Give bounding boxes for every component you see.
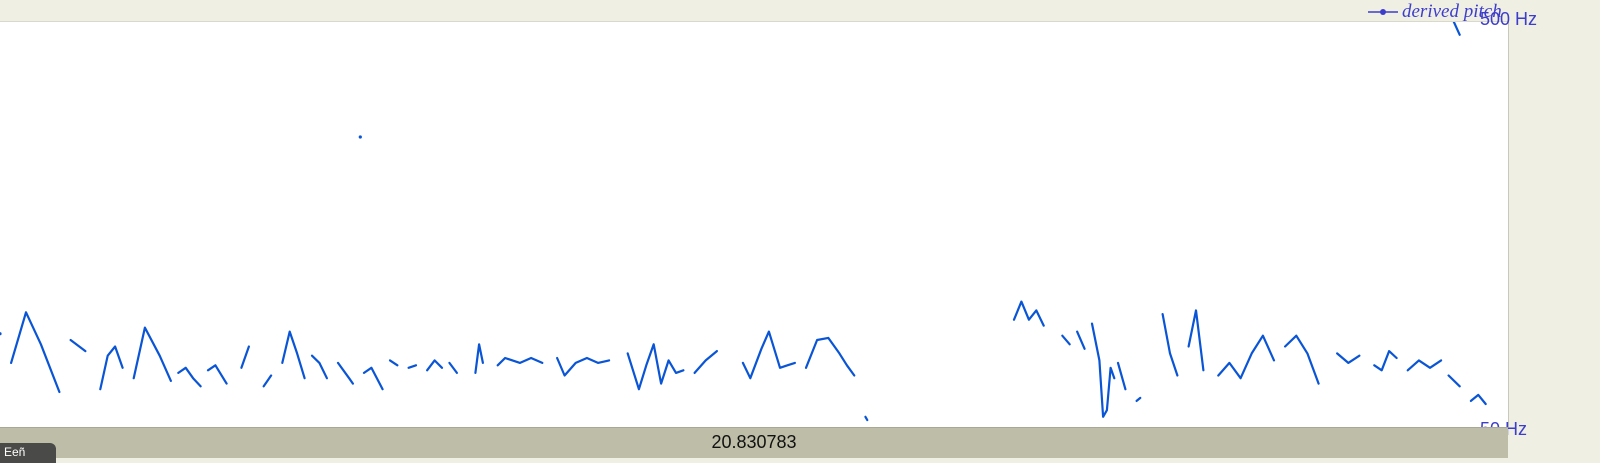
- pitch-point: [0, 332, 2, 336]
- pitch-segment: [1075, 330, 1086, 350]
- pitch-segment: [1452, 22, 1461, 36]
- pitch-segment: [132, 326, 172, 382]
- pitch-segment: [1012, 300, 1045, 327]
- pitch-segment: [1161, 313, 1179, 377]
- pitch-segment: [1135, 396, 1142, 402]
- pitch-segment: [240, 345, 250, 369]
- pitch-segment: [1187, 309, 1205, 372]
- pitch-segment: [1090, 322, 1116, 418]
- pitch-chart: [0, 22, 1487, 422]
- pitch-segment: [804, 336, 856, 377]
- legend-swatch-icon: [1368, 9, 1398, 15]
- y-axis-max-label: 500 Hz: [1480, 9, 1538, 29]
- pitch-segment: [1217, 334, 1276, 380]
- legend-label: derived pitch: [1402, 1, 1502, 22]
- legend: derived pitch: [1368, 1, 1502, 22]
- pitch-segment: [1373, 350, 1398, 372]
- pitch-segment: [10, 311, 61, 394]
- pitch-segment: [99, 345, 124, 391]
- pitch-segment: [426, 359, 444, 372]
- pitch-point: [358, 135, 362, 139]
- pitch-segment: [626, 343, 685, 391]
- pitch-segment: [474, 343, 484, 374]
- pitch-segment: [496, 356, 544, 367]
- pitch-segment: [693, 350, 719, 374]
- pitch-segment: [448, 361, 458, 374]
- pitch-segment: [1061, 334, 1071, 346]
- pitch-segment: [206, 364, 228, 385]
- pitch-segment: [555, 356, 611, 377]
- pitch-segment: [741, 330, 797, 380]
- pitch-segment: [1283, 334, 1320, 385]
- pitch-segment: [1406, 359, 1443, 372]
- time-ruler-bar[interactable]: 20.830783: [0, 427, 1508, 458]
- tab-button[interactable]: Eeñ: [0, 443, 56, 463]
- pitch-plot-area[interactable]: [0, 22, 1509, 427]
- pitch-segment: [864, 415, 869, 422]
- pitch-segment: [69, 338, 87, 353]
- right-axis-panel: [1509, 0, 1600, 457]
- pitch-segment: [1116, 361, 1127, 391]
- pitch-segment: [336, 361, 354, 385]
- pitch-segment: [407, 364, 418, 369]
- pitch-segment: [281, 330, 306, 380]
- pitch-segment: [177, 366, 202, 388]
- top-strip: [0, 0, 1508, 22]
- cursor-time-readout: 20.830783: [711, 432, 797, 452]
- pitch-segment: [1335, 352, 1361, 364]
- pitch-segment: [262, 374, 273, 388]
- pitch-segment: [388, 359, 399, 367]
- pitch-segment: [362, 366, 384, 391]
- pitch-segment: [1447, 374, 1461, 388]
- pitch-segment: [1469, 393, 1487, 406]
- pitch-segment: [310, 354, 328, 380]
